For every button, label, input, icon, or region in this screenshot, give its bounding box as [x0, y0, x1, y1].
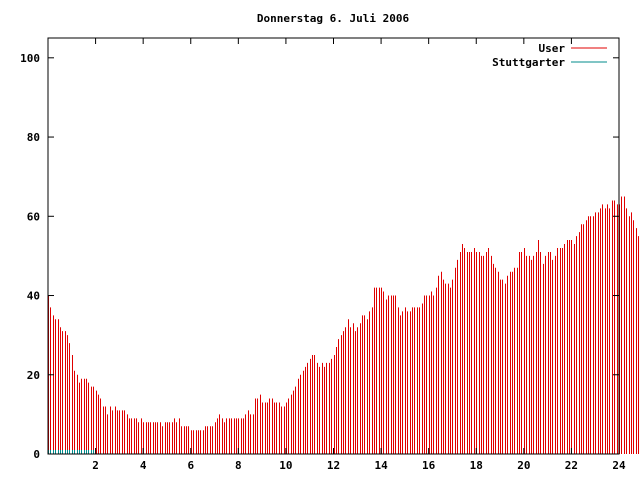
x-tick-label: 22: [565, 459, 578, 472]
x-tick-label: 18: [470, 459, 483, 472]
y-tick-label: 20: [27, 369, 40, 382]
x-tick-label: 20: [517, 459, 530, 472]
x-tick-label: 24: [612, 459, 626, 472]
y-tick-label: 100: [20, 52, 40, 65]
x-tick-label: 14: [374, 459, 388, 472]
x-tick-label: 10: [279, 459, 292, 472]
x-tick-label: 6: [187, 459, 194, 472]
x-tick-label: 2: [92, 459, 99, 472]
chart-title: Donnerstag 6. Juli 2006: [257, 12, 410, 25]
series-stuttgarter-bars: [48, 450, 94, 454]
legend-user-label: User: [539, 42, 566, 55]
x-tick-label: 4: [140, 459, 147, 472]
series-user-bars: [48, 196, 639, 454]
x-tick-label: 16: [422, 459, 436, 472]
x-tick-label: 8: [235, 459, 242, 472]
y-tick-label: 0: [33, 448, 40, 461]
y-tick-label: 80: [27, 131, 40, 144]
y-tick-label: 60: [27, 210, 40, 223]
legend-stuttgarter-label: Stuttgarter: [492, 56, 565, 69]
y-tick-label: 40: [27, 290, 40, 303]
x-tick-label: 12: [327, 459, 340, 472]
legend: User Stuttgarter: [492, 42, 607, 69]
